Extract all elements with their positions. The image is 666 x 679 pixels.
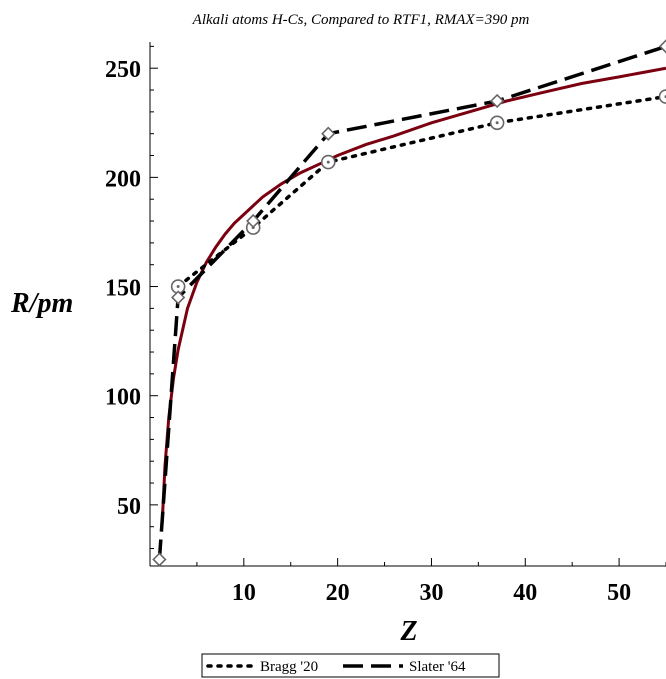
slater-point	[658, 39, 666, 54]
x-tick-label: 50	[607, 580, 631, 606]
slater-point	[321, 126, 336, 141]
slater-point	[489, 93, 505, 109]
y-axis-label: R/pm	[10, 288, 73, 319]
x-tick-label: 40	[513, 580, 537, 606]
x-tick-label: 20	[326, 580, 350, 606]
x-tick-label: 30	[419, 580, 443, 606]
y-tick-label: 150	[105, 276, 141, 302]
y-tick-label: 250	[105, 57, 141, 83]
bragg-point-dot	[495, 121, 499, 125]
x-tick-label: 10	[232, 580, 256, 606]
y-tick-label: 50	[117, 494, 141, 520]
legend-label-bragg: Bragg '20	[260, 659, 318, 675]
y-tick-label: 200	[105, 166, 141, 192]
chart-title: Alkali atoms H-Cs, Compared to RTF1, RMA…	[192, 12, 530, 28]
legend: Bragg '20 Slater '64	[201, 653, 500, 678]
axes: 10 20 30 40 50 50 100 150 200 250	[105, 42, 666, 606]
series-line-slater-64	[157, 44, 666, 560]
bragg-point-dot	[326, 160, 330, 164]
x-axis-label: Z	[399, 616, 417, 647]
bragg-point	[658, 89, 666, 104]
slater-point	[171, 290, 186, 305]
y-tick-label: 100	[105, 385, 141, 411]
series-line-bragg-20	[176, 94, 666, 289]
slater-point	[246, 213, 261, 229]
slater-point	[152, 552, 167, 567]
series-layer	[152, 39, 666, 567]
bragg-point-dot	[176, 285, 180, 289]
legend-label-slater: Slater '64	[409, 659, 466, 675]
series-line-model-curve	[160, 66, 666, 523]
